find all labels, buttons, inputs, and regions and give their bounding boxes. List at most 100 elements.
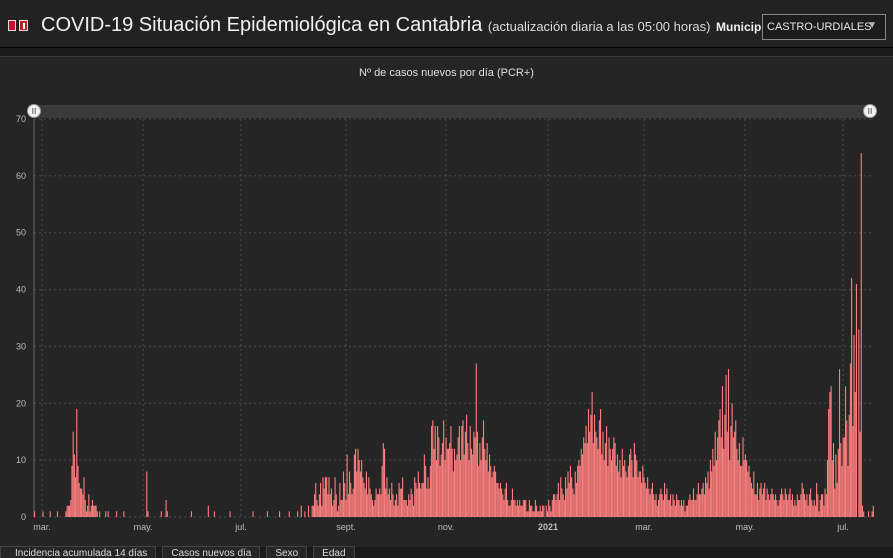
bar xyxy=(432,420,434,517)
bar xyxy=(559,499,561,517)
bar xyxy=(632,477,634,517)
bar xyxy=(700,494,702,517)
bar xyxy=(656,505,658,517)
bar xyxy=(428,488,430,517)
bar xyxy=(715,460,717,517)
tab-edad[interactable]: Edad xyxy=(313,546,355,558)
bar xyxy=(650,488,652,517)
bar xyxy=(674,505,676,517)
range-handle-right[interactable] xyxy=(863,104,877,118)
bar xyxy=(67,505,69,517)
bar xyxy=(404,499,406,517)
bar xyxy=(409,499,411,517)
bar xyxy=(99,511,101,517)
bar xyxy=(457,437,459,517)
bar xyxy=(709,460,711,517)
bar xyxy=(96,511,98,517)
bar xyxy=(515,505,517,517)
bar xyxy=(790,499,792,517)
bar xyxy=(603,460,605,517)
bar xyxy=(721,386,724,517)
bar xyxy=(123,511,125,517)
bar xyxy=(449,443,451,517)
bar xyxy=(490,465,492,517)
bar xyxy=(738,443,740,517)
bar xyxy=(785,494,787,517)
bar xyxy=(422,482,424,517)
bar xyxy=(501,488,503,517)
bar xyxy=(499,482,501,517)
bar xyxy=(83,477,85,517)
bar xyxy=(832,443,835,517)
bar xyxy=(677,499,679,517)
bar xyxy=(672,494,674,517)
bar xyxy=(571,477,573,517)
bar xyxy=(834,488,836,517)
chart-title: Nº de casos nuevos por día (PCR+) xyxy=(359,67,534,79)
bar xyxy=(504,488,506,517)
bar xyxy=(622,465,625,517)
bar xyxy=(446,448,448,517)
bar xyxy=(496,482,498,517)
title-subtitle: (actualización diaria a las 05:00 horas) xyxy=(487,19,711,34)
bar xyxy=(513,499,515,517)
bar xyxy=(863,511,865,517)
bar xyxy=(612,448,614,517)
tab-casos-nuevos[interactable]: Casos nuevos día xyxy=(162,546,261,558)
bar xyxy=(346,454,348,517)
bar xyxy=(734,431,736,517)
bar xyxy=(587,408,590,517)
bar xyxy=(94,505,96,517)
bar xyxy=(583,437,585,517)
bar xyxy=(642,465,644,517)
bar xyxy=(711,471,713,517)
bar xyxy=(794,499,796,517)
bar xyxy=(829,391,831,517)
x-tick-label: jul. xyxy=(836,522,849,532)
bar xyxy=(480,460,482,517)
bar xyxy=(680,499,682,517)
bar xyxy=(761,494,763,517)
bar xyxy=(548,499,550,517)
bar xyxy=(207,505,209,517)
bar xyxy=(335,494,337,517)
bar xyxy=(415,482,417,517)
range-handle-left[interactable] xyxy=(27,104,41,118)
bar xyxy=(503,499,505,517)
bar xyxy=(307,505,310,517)
bar xyxy=(528,499,530,517)
bar xyxy=(689,494,691,517)
bar xyxy=(714,431,716,517)
bar xyxy=(87,505,89,517)
bar xyxy=(539,505,541,517)
bar xyxy=(719,408,721,517)
bar xyxy=(426,488,428,517)
bar xyxy=(485,460,487,517)
bar xyxy=(400,488,402,517)
bar xyxy=(384,448,386,517)
tab-incidencia[interactable]: Incidencia acumulada 14 días xyxy=(0,546,157,558)
bar xyxy=(549,505,551,517)
bar xyxy=(629,454,631,517)
bar xyxy=(645,488,647,517)
bar xyxy=(784,488,786,517)
bar xyxy=(849,363,851,517)
bar xyxy=(380,494,382,517)
bar xyxy=(720,437,722,517)
bar xyxy=(522,499,524,517)
bar xyxy=(754,494,756,517)
bar xyxy=(741,465,743,517)
bar xyxy=(521,505,523,517)
bar xyxy=(769,499,771,517)
bar xyxy=(861,505,864,517)
tab-sexo[interactable]: Sexo xyxy=(266,546,308,558)
municipality-select[interactable]: CASTRO-URDIALES ▼ xyxy=(762,14,886,40)
bar xyxy=(367,494,369,517)
bar xyxy=(706,482,708,517)
bar xyxy=(621,448,623,517)
bar xyxy=(433,448,435,517)
bar xyxy=(507,499,509,517)
bar xyxy=(801,482,803,517)
bar xyxy=(668,499,670,517)
bar xyxy=(398,482,400,517)
